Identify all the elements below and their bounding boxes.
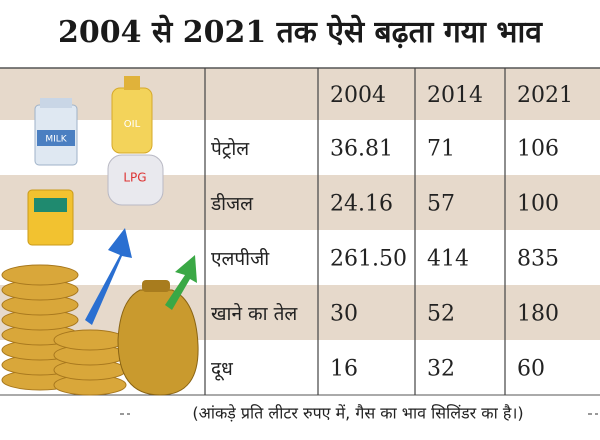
- coins: [1, 264, 127, 396]
- value-cell: 60: [517, 357, 545, 382]
- title: 2004 से 2021 तक ऐसे बढ़ता गया भाव: [58, 14, 543, 50]
- illustration: MILK OIL LPG: [1, 76, 199, 396]
- row-label: दूध: [211, 358, 233, 381]
- oil-label: OIL: [124, 119, 141, 130]
- value-cell: 71: [427, 137, 455, 162]
- money-bag: [117, 289, 199, 396]
- value-cell: 835: [517, 247, 559, 272]
- value-cell: 180: [517, 302, 559, 327]
- header-cell: 2014: [427, 83, 483, 108]
- bag-neck: [142, 280, 170, 292]
- value-cell: 100: [517, 192, 559, 217]
- row-label: खाने का तेल: [211, 302, 298, 325]
- lpg-cylinder: [107, 154, 164, 206]
- row-bg: [0, 175, 600, 230]
- row-label: डीजल: [210, 192, 254, 215]
- footnote: (आंकड़े प्रति लीटर रुपए में, गैस का भाव …: [192, 404, 523, 423]
- row-label: एलपीजी: [211, 247, 270, 270]
- value-cell: 261.50: [330, 247, 407, 272]
- value-cell: 52: [427, 302, 455, 327]
- value-cell: 30: [330, 302, 358, 327]
- value-cell: 16: [330, 357, 358, 382]
- header-row: [0, 68, 600, 120]
- milk-cap: [40, 98, 72, 108]
- value-cell: 414: [427, 247, 469, 272]
- arrow-green: [165, 255, 197, 310]
- lpg-label: LPG: [123, 171, 146, 185]
- row-bg: [0, 120, 600, 175]
- value-cell: 24.16: [330, 192, 393, 217]
- value-cell: 32: [427, 357, 455, 382]
- table: 2004 2014 2021 पेट्रोल 36.81 71 106 डीजल 24.16 57…: [0, 67, 600, 396]
- row-bg: [0, 230, 600, 285]
- value-cell: 36.81: [330, 137, 393, 162]
- value-cell: 106: [517, 137, 559, 162]
- header-cell: 2021: [517, 83, 573, 108]
- oil-cap: [124, 76, 140, 90]
- pump-screen: [34, 198, 67, 212]
- arrow-blue: [85, 228, 132, 325]
- row-label: पेट्रोल: [211, 137, 250, 160]
- milk-band: [37, 130, 75, 146]
- milk-label: MILK: [45, 135, 67, 145]
- header-cell: 2004: [330, 83, 386, 108]
- value-cell: 57: [427, 192, 455, 217]
